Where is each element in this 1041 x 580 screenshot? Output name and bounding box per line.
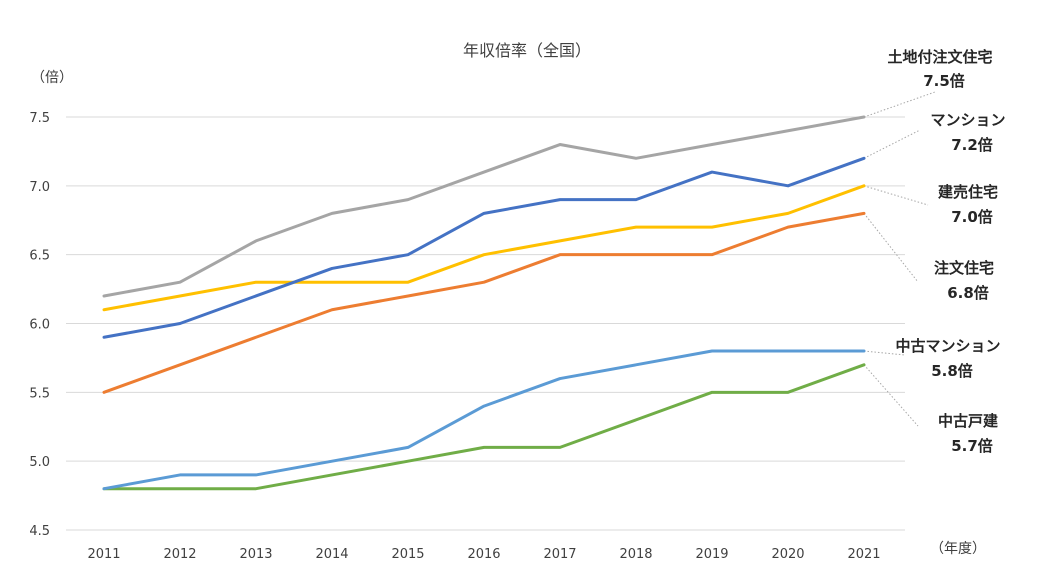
y-axis-ticks: 4.5 5.0 5.5 6.0 6.5 7.0 7.5 [29,111,50,539]
series-value-label: 7.2倍 [951,136,993,154]
leader-line [863,129,921,159]
series-name-label: 中古マンション [895,337,1000,355]
series-name-label: 注文住宅 [934,259,994,277]
grid-lines [66,116,905,531]
x-tick-label: 2019 [695,547,728,562]
series-line [102,156,866,339]
x-tick-label: 2012 [163,547,196,562]
x-tick-label: 2017 [543,547,576,562]
x-tick-label: 2016 [467,547,500,562]
series-value-label: 5.8倍 [931,362,973,380]
series-value-label: 7.0倍 [951,208,993,226]
y-tick-label: 5.5 [29,386,50,401]
y-tick-label: 4.5 [29,524,50,539]
series-line [102,115,866,298]
leader-line [863,185,929,206]
x-tick-label: 2014 [315,547,348,562]
x-axis-unit-label: （年度） [930,541,986,557]
series-line [102,363,866,491]
leader-line [863,213,919,283]
x-tick-label: 2011 [87,547,120,562]
series-value-label: 6.8倍 [947,284,989,302]
leader-line [863,364,919,427]
y-tick-label: 5.0 [29,455,50,470]
x-tick-label: 2018 [619,547,652,562]
x-tick-label: 2015 [391,547,424,562]
y-axis-unit-label: （倍） [31,70,73,86]
y-tick-label: 7.5 [29,111,50,126]
x-tick-label: 2021 [847,547,880,562]
series-line [102,349,866,491]
series-name-label: マンション [930,111,1005,129]
series-name-label: 建売住宅 [938,183,998,201]
label-leader-lines [863,91,936,427]
series-line [102,211,866,394]
leader-line [863,91,936,118]
chart-title: 年収倍率（全国） [463,41,591,60]
series-value-label: 5.7倍 [951,437,993,455]
y-tick-label: 7.0 [29,180,50,195]
series-name-label: 土地付注文住宅 [887,48,992,66]
x-axis-ticks: 2011 2012 2013 2014 2015 2016 2017 2018 2019 2020… [87,547,880,562]
x-tick-label: 2013 [239,547,272,562]
series-lines [102,115,866,491]
series-value-label: 7.5倍 [923,72,965,90]
series-name-label: 中古戸建 [938,412,999,430]
y-tick-label: 6.0 [29,318,50,333]
series-line [102,184,866,312]
x-tick-label: 2020 [771,547,804,562]
y-tick-label: 6.5 [29,249,50,264]
